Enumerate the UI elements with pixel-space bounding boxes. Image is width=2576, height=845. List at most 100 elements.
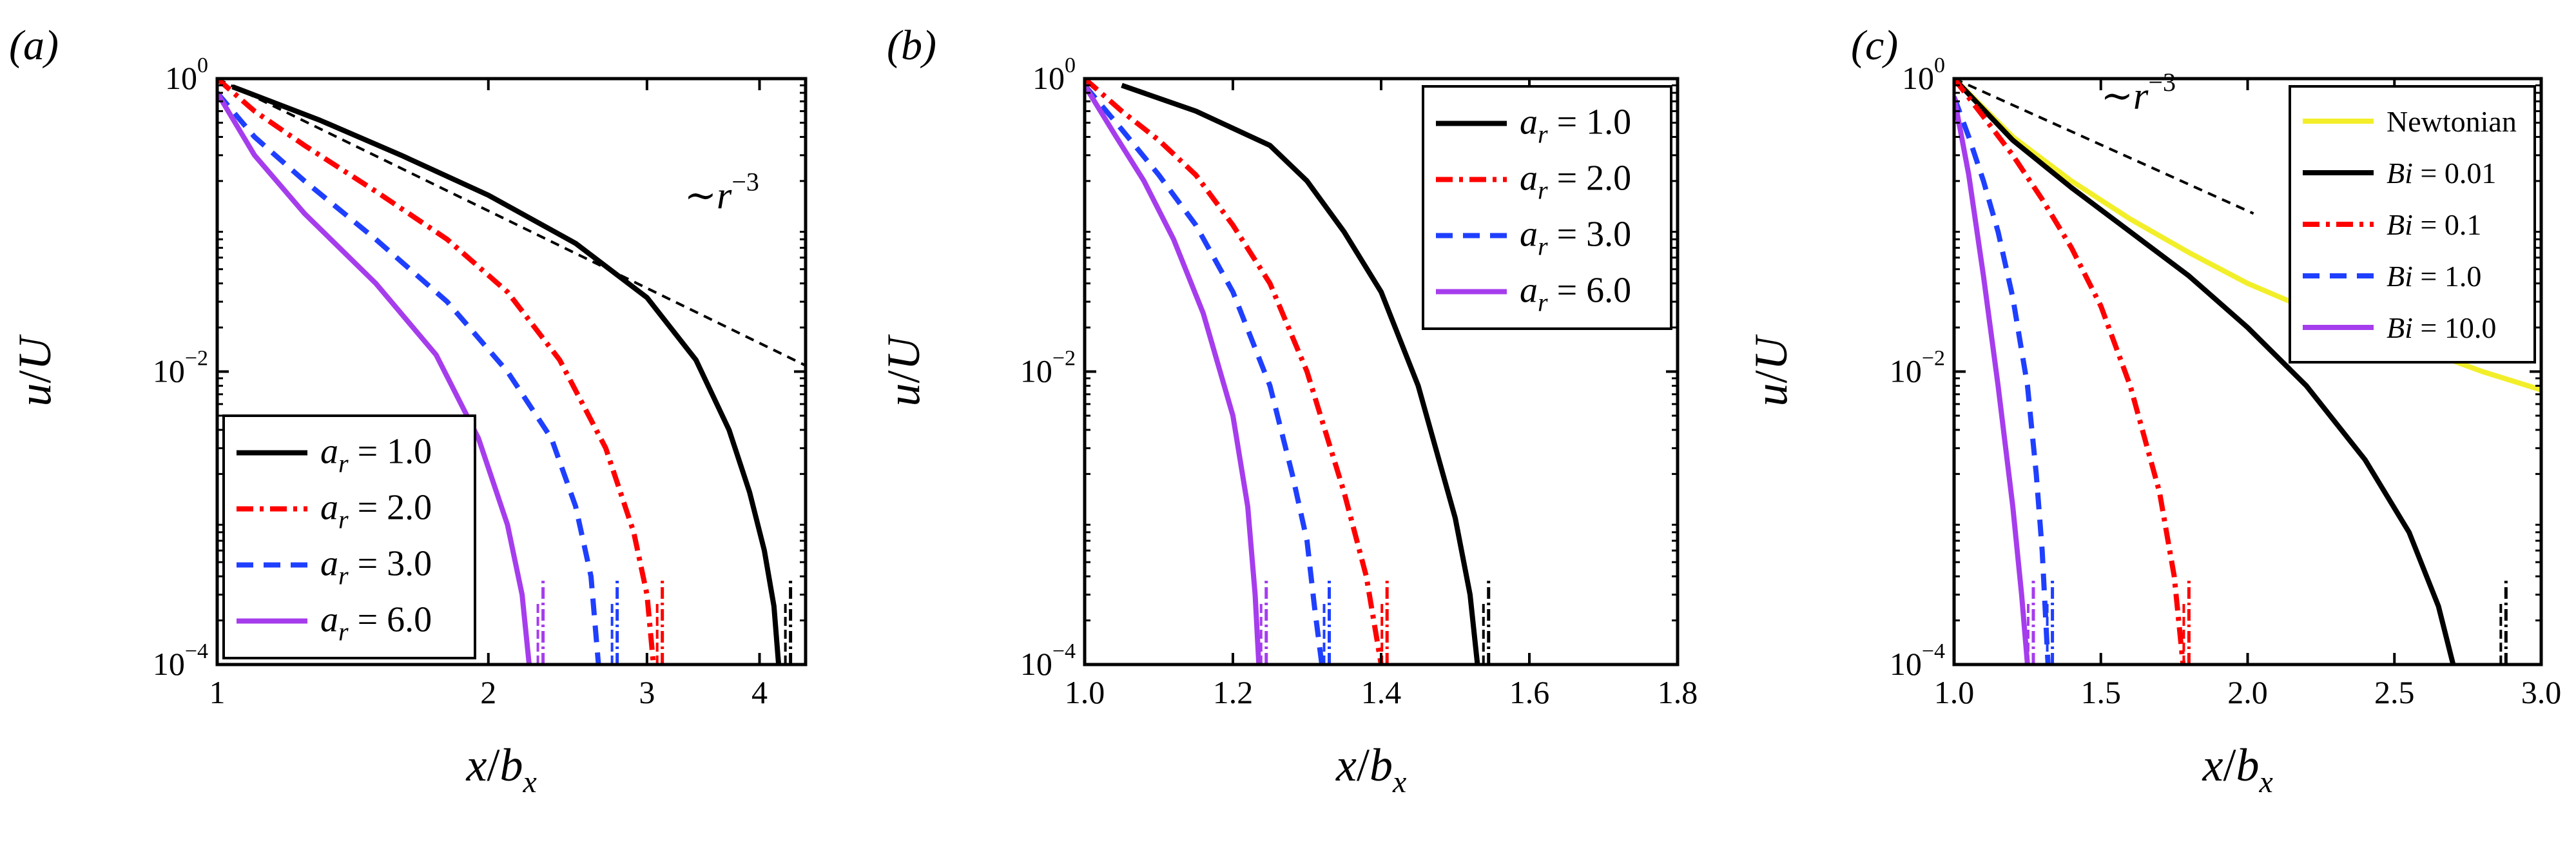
y-tick-label: 10−4 (153, 639, 208, 682)
series-line-2 (1954, 79, 2186, 665)
y-tick-label-part: 10 (153, 353, 185, 389)
legend-label-1-part: = 2.0 (1548, 159, 1632, 199)
plot-area (217, 79, 806, 665)
y-axis-label-part: u (9, 384, 61, 407)
y-tick-label-part: 10 (1890, 353, 1922, 389)
y-tick-label-part: 10 (1020, 353, 1052, 389)
y-tick-label-part: 0 (197, 53, 208, 77)
legend-label-2-part: a (320, 544, 338, 584)
legend-label-0-part: r (338, 449, 349, 478)
x-axis-label-part: / (1357, 739, 1370, 791)
x-axis-label-part: b (1370, 739, 1393, 791)
slope-annotation-part: ∼ (684, 174, 717, 217)
legend-label-2: ar = 3.0 (1520, 215, 1631, 261)
legend-label-0: ar = 1.0 (1520, 102, 1631, 149)
x-axis-label-part: / (2223, 739, 2236, 791)
y-axis-label: u/U (9, 334, 61, 406)
x-tick-label: 1.0 (1934, 674, 1975, 710)
legend-label-1: ar = 2.0 (320, 488, 432, 534)
slope-annotation-part: r (2133, 75, 2149, 117)
x-tick-label: 1.0 (1065, 674, 1105, 710)
series-line-3 (217, 91, 532, 665)
y-tick-label-part: 0 (1934, 53, 1945, 77)
legend-label-3: ar = 6.0 (1520, 271, 1631, 317)
y-axis-label-part: / (9, 370, 61, 383)
x-axis-label-part: x (2258, 765, 2272, 799)
legend: ar = 1.0ar = 2.0ar = 3.0ar = 6.0 (1422, 85, 1672, 330)
x-tick-label: 3.0 (2521, 674, 2562, 710)
y-axis-label-part: U (9, 334, 61, 370)
series-line-1 (217, 79, 656, 665)
y-tick-label-part: −4 (1922, 639, 1945, 663)
legend-label-2-part: r (338, 561, 349, 590)
reference-slope-line (217, 79, 806, 367)
y-tick-label: 10−4 (1020, 639, 1076, 682)
series-line-4 (1954, 96, 2030, 665)
legend-box (1422, 85, 1672, 330)
y-tick-label-part: −2 (1922, 347, 1945, 371)
legend-label-1-part: r (338, 505, 349, 534)
x-tick-label: 1.6 (1509, 674, 1550, 710)
legend-label-3-part: a (1520, 271, 1538, 311)
x-axis-label-part: b (499, 739, 523, 791)
panel-label: (a) (9, 22, 59, 69)
legend: ar = 1.0ar = 2.0ar = 3.0ar = 6.0 (222, 414, 476, 659)
legend-label-0-part: Newtonian (2387, 105, 2517, 138)
y-tick-label-part: 10 (1032, 60, 1065, 96)
legend-label-2-part: a (1520, 215, 1538, 255)
y-tick-label: 10−4 (1890, 639, 1945, 682)
x-tick-label: 3 (639, 674, 655, 710)
legend-label-3: Bi = 1.0 (2387, 260, 2481, 293)
slope-annotation: ∼r−3 (2101, 68, 2176, 117)
y-tick-label: 100 (1032, 53, 1076, 96)
y-axis-label-part: U (1745, 334, 1797, 370)
legend-label-0-part: r (1538, 120, 1548, 149)
legend-label-2-part: Bi (2387, 208, 2413, 241)
panel-label: (c) (1851, 22, 1898, 69)
series-line-1 (1954, 79, 2456, 665)
legend-label-1: Bi = 0.01 (2387, 157, 2496, 189)
legend-label-0: Newtonian (2387, 105, 2517, 138)
y-tick-label-part: −4 (185, 639, 208, 663)
x-axis-label-part: x (466, 739, 487, 791)
y-axis-label-part: / (1745, 370, 1797, 383)
legend-label-4: Bi = 10.0 (2387, 311, 2496, 344)
slope-annotation-part: r (717, 174, 732, 217)
y-tick-label: 10−2 (1890, 347, 1945, 389)
series-line-3 (1954, 96, 2051, 665)
slope-annotation-part: −3 (731, 167, 759, 196)
x-tick-label: 1.5 (2081, 674, 2122, 710)
legend-label-3-part: r (1538, 288, 1548, 317)
legend-label-3-part: = 6.0 (349, 600, 432, 640)
y-axis-label: u/U (878, 334, 929, 406)
legend-label-3-part: a (320, 600, 338, 640)
x-axis-label-part: x (1335, 739, 1357, 791)
y-tick-label: 10−2 (153, 347, 208, 389)
legend-label-3-part: r (338, 617, 349, 646)
legend-label-0: ar = 1.0 (320, 432, 432, 478)
legend-label-2-part: r (1538, 232, 1548, 261)
x-axis-label-part: x (1392, 765, 1406, 799)
legend-box (222, 414, 476, 659)
x-axis-label-part: b (2236, 739, 2259, 791)
legend-label-4-part: = 10.0 (2413, 311, 2496, 344)
x-tick-label: 2.0 (2227, 674, 2268, 710)
series-line-2 (1085, 83, 1324, 665)
legend-box (2289, 85, 2536, 364)
y-tick-label-part: 10 (1020, 646, 1052, 682)
slope-annotation-part: −3 (2148, 68, 2176, 97)
x-axis-label: x/bx (2202, 739, 2273, 799)
x-axis-label: x/bx (466, 739, 537, 799)
series-line-2 (217, 91, 601, 665)
legend-label-2: Bi = 0.1 (2387, 208, 2481, 241)
series-line-3 (1085, 84, 1262, 665)
y-tick-label-part: 10 (153, 646, 185, 682)
legend-label-2-part: = 3.0 (349, 544, 432, 584)
y-tick-label-part: 0 (1065, 53, 1076, 77)
x-tick-label: 4 (751, 674, 768, 710)
legend-label-1-part: Bi (2387, 157, 2413, 189)
series-line-1 (1085, 79, 1384, 665)
